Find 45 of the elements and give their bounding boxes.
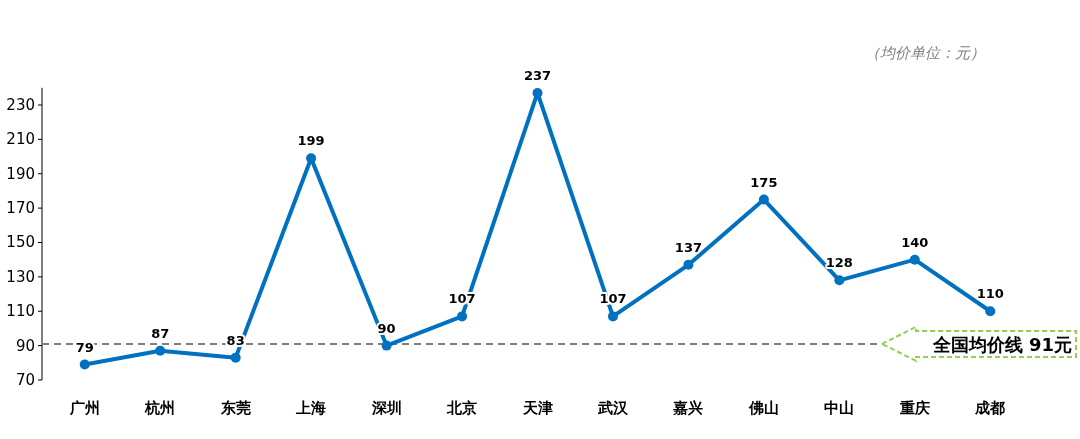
x-tick-label: 广州 [68,399,100,417]
data-label: 87 [151,325,170,341]
point [457,311,468,322]
y-tick-label: 170 [6,199,35,218]
y-tick-label: 90 [15,336,35,355]
x-tick-label: 重庆 [898,399,930,417]
ref-line-label: 全国均价线 91元 [931,333,1072,355]
y-tick-label: 190 [6,164,35,183]
x-tick-label: 武汉 [596,399,629,417]
x-tick-label: 杭州 [144,399,176,417]
data-label: 175 [750,174,778,190]
y-tick-label: 150 [6,233,35,252]
data-label: 137 [674,239,702,255]
data-label: 79 [75,339,94,355]
point [381,340,392,351]
point [607,311,618,322]
point [155,345,166,356]
data-label: 128 [825,255,853,271]
x-tick-label: 成都 [974,399,1006,417]
x-tick-label: 中山 [824,399,855,417]
x-tick-label: 上海 [295,399,327,417]
x-tick-label: 天津 [521,399,553,417]
x-tick-label: 东莞 [219,399,251,417]
x-tick-label: 嘉兴 [673,399,704,417]
data-label: 237 [523,67,552,83]
point [683,259,694,270]
x-tick-label: 佛山 [747,399,779,417]
point [532,87,543,98]
y-tick-label: 110 [6,302,35,321]
point [985,306,996,317]
x-tick-label: 北京 [446,399,478,417]
data-label: 140 [901,234,929,250]
y-tick-label: 210 [6,130,35,149]
point [230,352,241,363]
data-label: 199 [297,133,325,149]
data-label: 110 [976,286,1004,302]
point [758,194,769,205]
point [79,359,90,370]
y-tick-label: 230 [6,95,35,114]
point [834,275,845,286]
y-tick-label: 70 [15,371,35,389]
point [909,254,920,265]
text: （均价单位：元） [865,44,985,62]
y-tick-label: 130 [6,267,35,286]
x-tick-label: 深圳 [370,399,402,417]
